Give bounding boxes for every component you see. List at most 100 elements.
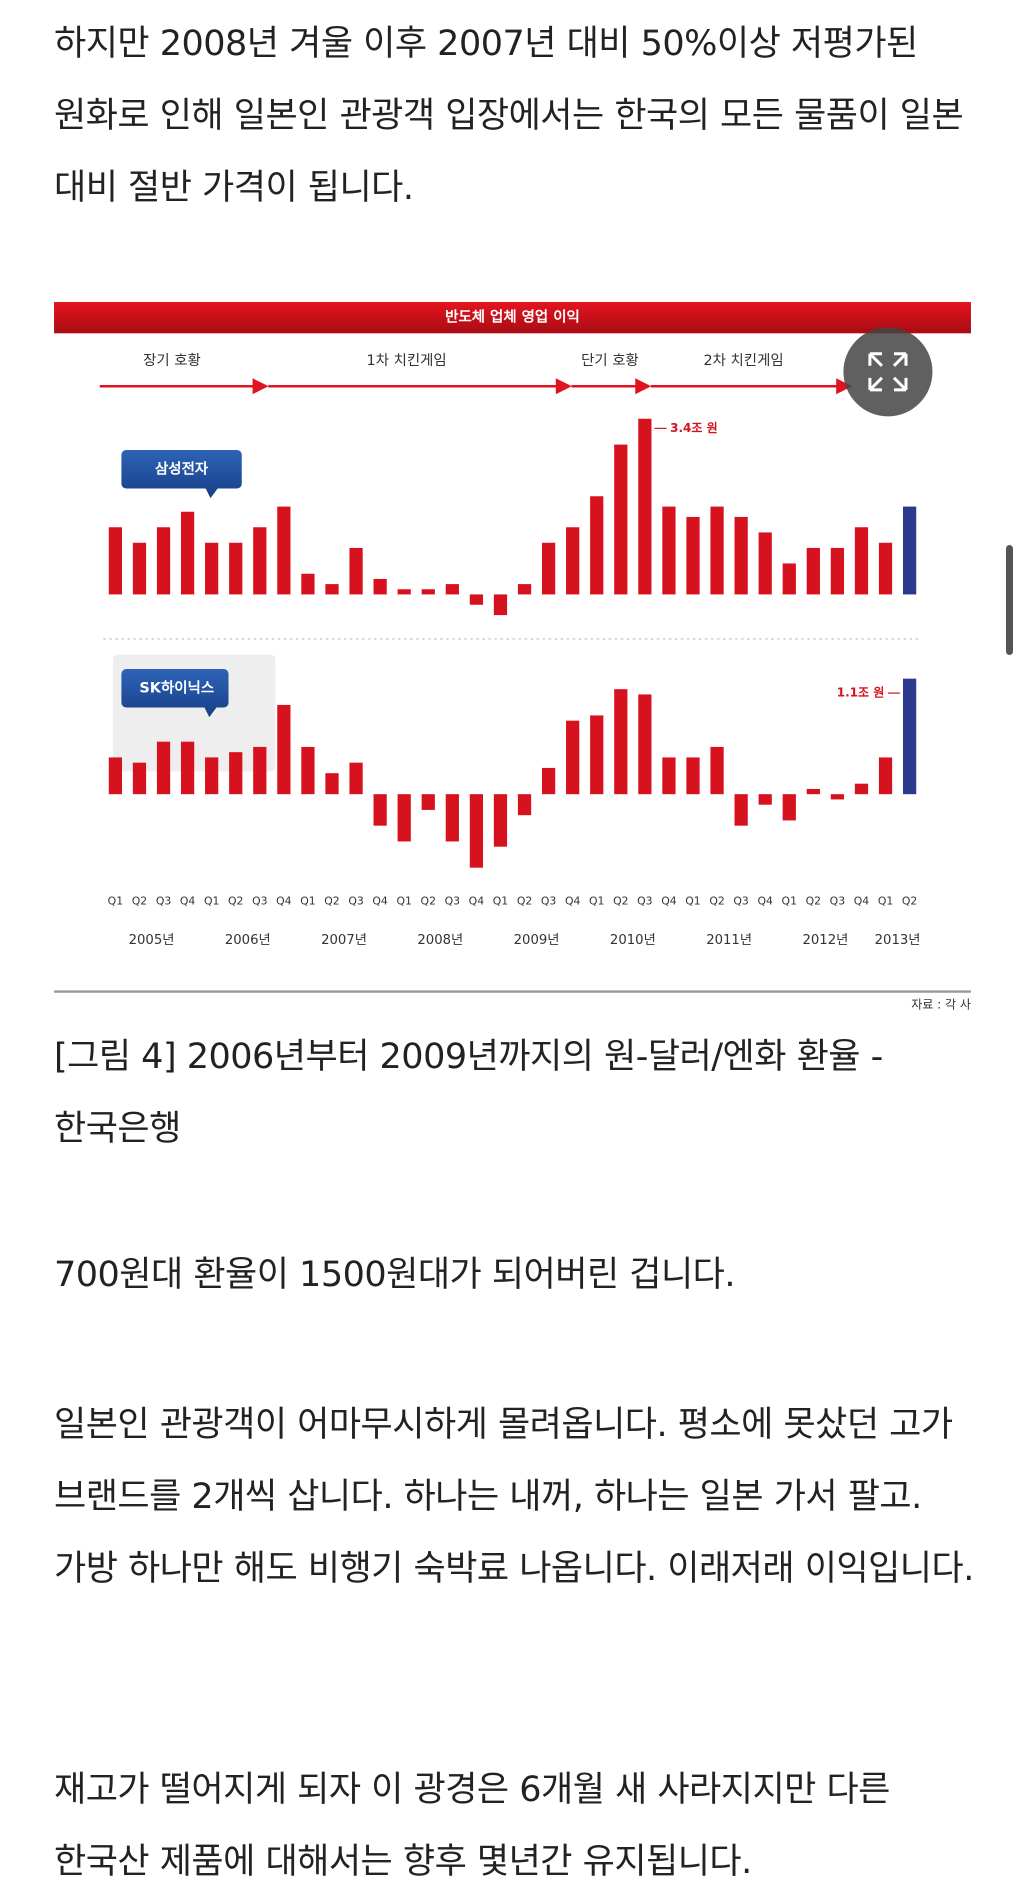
paragraph: 700원대 환율이 1500원대가 되어버린 겁니다. xyxy=(54,1255,736,1295)
bar xyxy=(566,720,580,795)
quarter-label: Q1 xyxy=(108,894,123,907)
bar xyxy=(349,547,363,595)
bar xyxy=(373,578,387,595)
quarter-label: Q4 xyxy=(854,894,870,907)
bar xyxy=(902,678,917,795)
bar xyxy=(132,542,147,595)
paragraph: 재고가 떨어지게 되자 이 광경은 6개월 새 사라지지만 다른 한국산 제품에… xyxy=(54,1770,890,1882)
phase-label: 장기 호황 xyxy=(143,352,201,369)
series-name: SK하이닉스 xyxy=(139,679,214,696)
bar xyxy=(541,542,556,595)
bar xyxy=(806,547,820,595)
bar xyxy=(614,444,628,595)
bar xyxy=(301,746,315,795)
title-band xyxy=(54,302,971,334)
series-name: 삼성전자 xyxy=(155,459,209,477)
value-label: 3.4조 원 xyxy=(670,421,718,435)
bar xyxy=(180,511,195,595)
quarter-label: Q3 xyxy=(733,894,749,907)
bar xyxy=(566,527,580,595)
quarter-label: Q3 xyxy=(541,894,557,907)
phase-label: 단기 호황 xyxy=(581,352,639,369)
value-label: 1.1조 원 xyxy=(837,686,885,700)
bar xyxy=(469,594,484,605)
bar xyxy=(734,516,748,595)
bar xyxy=(710,506,724,595)
quarter-label: Q3 xyxy=(637,894,653,907)
bar xyxy=(325,773,339,795)
bar xyxy=(108,527,123,595)
year-label: 2013년 xyxy=(875,932,921,948)
bar xyxy=(686,516,700,595)
bar xyxy=(397,794,411,842)
bar xyxy=(445,794,459,842)
bar xyxy=(830,547,845,595)
bar xyxy=(638,694,652,795)
bar xyxy=(493,794,508,847)
bar xyxy=(229,542,243,595)
bar xyxy=(614,689,628,795)
quarter-label: Q3 xyxy=(252,894,268,907)
year-label: 2011년 xyxy=(706,932,752,948)
quarter-label: Q3 xyxy=(156,894,172,907)
quarter-label: Q2 xyxy=(421,894,436,907)
figure: 반도체 업체 영업 이익 장기 호황 1차 치킨게임 단기 호황 2차 치킨게임… xyxy=(54,302,971,1011)
bar xyxy=(445,584,459,595)
year-label: 2010년 xyxy=(610,932,656,948)
bar xyxy=(734,794,748,826)
bar xyxy=(638,418,652,595)
expand-button[interactable] xyxy=(843,327,933,417)
series-badge xyxy=(121,669,229,718)
bar xyxy=(686,757,700,795)
caption: [그림 4] 2006년부터 2009년까지의 원-달러/엔화 환율 - 한국은… xyxy=(54,1037,883,1149)
quarter-label: Q1 xyxy=(589,894,604,907)
bar xyxy=(469,794,484,868)
phase-label: 2차 치킨게임 xyxy=(703,352,783,369)
bar xyxy=(229,752,243,795)
bar xyxy=(349,762,363,795)
bars: 3.4조 원 1.1조 원 Q1 Q2 Q3 Q4 Q1 Q2 Q3 Q4 Q1 Q2 Q3 Q4 Q1 Q2… xyxy=(108,418,921,948)
bar xyxy=(277,506,291,595)
quarter-label: Q1 xyxy=(493,894,508,907)
quarter-label: Q1 xyxy=(396,894,411,907)
quarter-label: Q2 xyxy=(132,894,147,907)
quarter-label: Q4 xyxy=(661,894,677,907)
bar xyxy=(517,584,532,595)
figure-title: 반도체 업체 영업 이익 xyxy=(445,308,580,326)
quarter-label: Q3 xyxy=(348,894,364,907)
quarter-label: Q1 xyxy=(685,894,700,907)
quarter-label: Q4 xyxy=(565,894,581,907)
year-label: 2012년 xyxy=(802,932,848,948)
bar xyxy=(156,527,171,595)
bar xyxy=(156,741,171,795)
paragraph: 일본인 관광객이 어마무시하게 몰려옵니다. 평소에 못샀던 고가 브랜드를 2… xyxy=(54,1405,974,1589)
bar xyxy=(373,794,387,826)
bar xyxy=(205,542,219,595)
paragraph: 하지만 2008년 겨울 이후 2007년 대비 50%이상 저평가된 원화로 … xyxy=(54,24,964,208)
quarter-label: Q4 xyxy=(372,894,388,907)
bar xyxy=(782,794,796,821)
phase-label: 1차 치킨게임 xyxy=(367,352,447,369)
source: 자료 : 각 사 xyxy=(911,997,971,1011)
quarter-label: Q2 xyxy=(709,894,724,907)
year-label: 2006년 xyxy=(225,932,271,948)
bar xyxy=(253,527,267,595)
quarter-label: Q2 xyxy=(324,894,339,907)
quarter-label: Q3 xyxy=(445,894,461,907)
quarter-label: Q1 xyxy=(300,894,315,907)
quarter-label: Q2 xyxy=(228,894,243,907)
year-label: 2007년 xyxy=(321,932,367,948)
bar xyxy=(108,757,123,795)
phase-arrows xyxy=(99,378,853,395)
quarter-label: Q4 xyxy=(757,894,773,907)
quarter-label: Q2 xyxy=(517,894,532,907)
quarter-label: Q1 xyxy=(204,894,219,907)
scrollbar[interactable] xyxy=(1006,545,1013,655)
year-label: 2008년 xyxy=(417,932,463,948)
bar xyxy=(710,746,724,795)
bar xyxy=(517,794,532,816)
bar xyxy=(493,594,508,616)
bar xyxy=(541,767,556,795)
